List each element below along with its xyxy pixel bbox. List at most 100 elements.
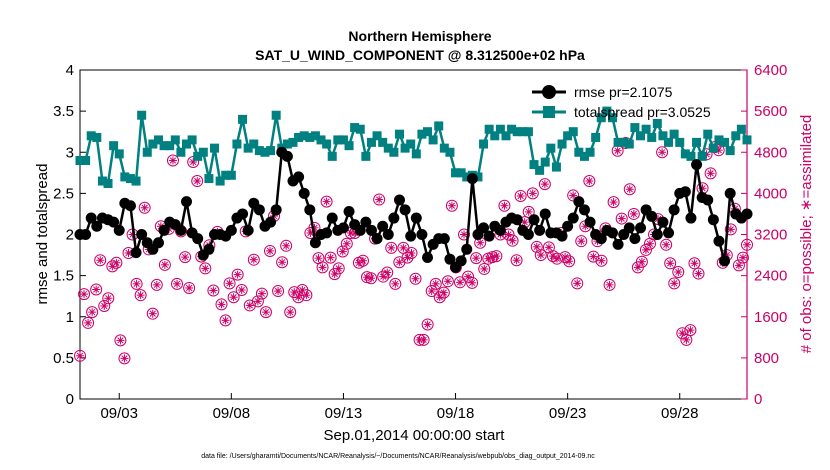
x-axis-label: Sep.01,2014 00:00:00 start: [324, 427, 506, 444]
totalspread-point: [585, 147, 595, 157]
obs-point: [490, 250, 503, 263]
y-tick-label: 4: [66, 62, 74, 79]
totalspread-point: [574, 147, 584, 157]
totalspread-point: [221, 170, 231, 180]
totalspread-point: [260, 147, 270, 157]
rmse-point: [108, 216, 120, 228]
totalspread-point: [428, 135, 438, 145]
obs-point: [530, 240, 543, 253]
totalspread-point: [731, 131, 741, 141]
obs-point: [389, 277, 402, 290]
totalspread-point: [518, 127, 528, 137]
totalspread-point: [607, 113, 617, 123]
totalspread-point: [658, 131, 668, 141]
totalspread-point: [288, 137, 298, 147]
totalspread-point: [361, 151, 371, 161]
obs-point: [741, 238, 753, 251]
obs-point: [409, 272, 422, 285]
x-tick-label: 09/13: [325, 405, 363, 422]
totalspread-point: [142, 147, 152, 157]
totalspread-point: [210, 143, 220, 153]
totalspread-point: [669, 129, 679, 139]
legend-rmse-label: rmse pr=2.1075: [574, 84, 673, 100]
totalspread-point: [266, 146, 276, 156]
totalspread-point: [680, 149, 690, 159]
totalspread-point: [125, 174, 135, 184]
obs-point: [567, 189, 580, 202]
obs-point: [284, 306, 297, 319]
obs-point: [668, 277, 681, 290]
rmse-point: [265, 216, 277, 228]
totalspread-point: [400, 143, 410, 153]
rmse-point: [321, 227, 333, 239]
totalspread-point: [322, 139, 332, 149]
rmse-point: [91, 220, 103, 232]
y2-tick-label: 4800: [754, 144, 787, 161]
rmse-point: [158, 224, 170, 236]
totalspread-point: [434, 121, 444, 131]
totalspread-point: [378, 137, 388, 147]
obs-point: [243, 299, 256, 312]
rmse-point: [556, 230, 568, 242]
rmse-point: [455, 255, 467, 267]
totalspread-point: [333, 135, 343, 145]
rmse-point: [663, 227, 675, 239]
totalspread-point: [193, 151, 203, 161]
totalspread-series: [75, 106, 752, 189]
totalspread-point: [103, 179, 113, 189]
totalspread-point: [579, 151, 589, 161]
rmse-point: [691, 159, 703, 171]
x-tick-label: 09/08: [213, 405, 251, 422]
x-tick-label: 09/28: [661, 405, 699, 422]
obs-point: [276, 256, 289, 269]
rmse-point: [293, 171, 305, 183]
rmse-point: [702, 194, 714, 206]
obs-point: [563, 255, 576, 268]
obs-point: [393, 256, 406, 269]
rmse-point: [444, 253, 456, 265]
totalspread-point: [243, 143, 253, 153]
rmse-point: [337, 222, 349, 234]
obs-point: [736, 251, 749, 264]
obs-point: [263, 244, 276, 257]
totalspread-point: [652, 118, 662, 128]
rmse-point: [360, 216, 372, 228]
obs-point: [676, 327, 689, 340]
rmse-point: [343, 205, 355, 217]
totalspread-point: [148, 139, 158, 149]
obs-point: [110, 256, 123, 269]
totalspread-point: [529, 160, 539, 170]
rmse-point: [377, 220, 389, 232]
rmse-point: [365, 224, 377, 236]
totalspread-point: [708, 143, 718, 153]
obs-point: [316, 261, 329, 274]
totalspread-point: [305, 132, 315, 142]
rmse-point: [623, 222, 635, 234]
totalspread-point: [692, 137, 702, 147]
totalspread-point: [417, 129, 427, 139]
totalspread-point: [81, 155, 91, 165]
rmse-point: [80, 229, 92, 240]
obs-point: [215, 298, 228, 311]
y2-tick-label: 800: [754, 350, 779, 367]
rmse-point: [679, 186, 691, 198]
rmse-point: [584, 216, 596, 228]
chart-subtitle: SAT_U_WIND_COMPONENT @ 8.312500e+02 hPa: [255, 47, 585, 63]
y2-tick-label: 6400: [754, 62, 787, 79]
totalspread-point: [619, 137, 629, 147]
totalspread-point: [327, 151, 337, 161]
legend-spread-marker: [543, 106, 555, 118]
obs-point: [130, 277, 143, 290]
y-tick-label: 1: [66, 309, 74, 326]
totalspread-point: [551, 162, 561, 172]
obs-point: [405, 247, 418, 260]
rmse-point: [685, 212, 697, 224]
totalspread-point: [664, 137, 674, 147]
y2-tick-label: 3200: [754, 227, 787, 244]
totalspread-point: [613, 137, 623, 147]
totalspread-point: [86, 131, 96, 141]
obs-point: [466, 276, 479, 289]
obs-point: [623, 183, 636, 196]
totalspread-point: [204, 174, 214, 184]
